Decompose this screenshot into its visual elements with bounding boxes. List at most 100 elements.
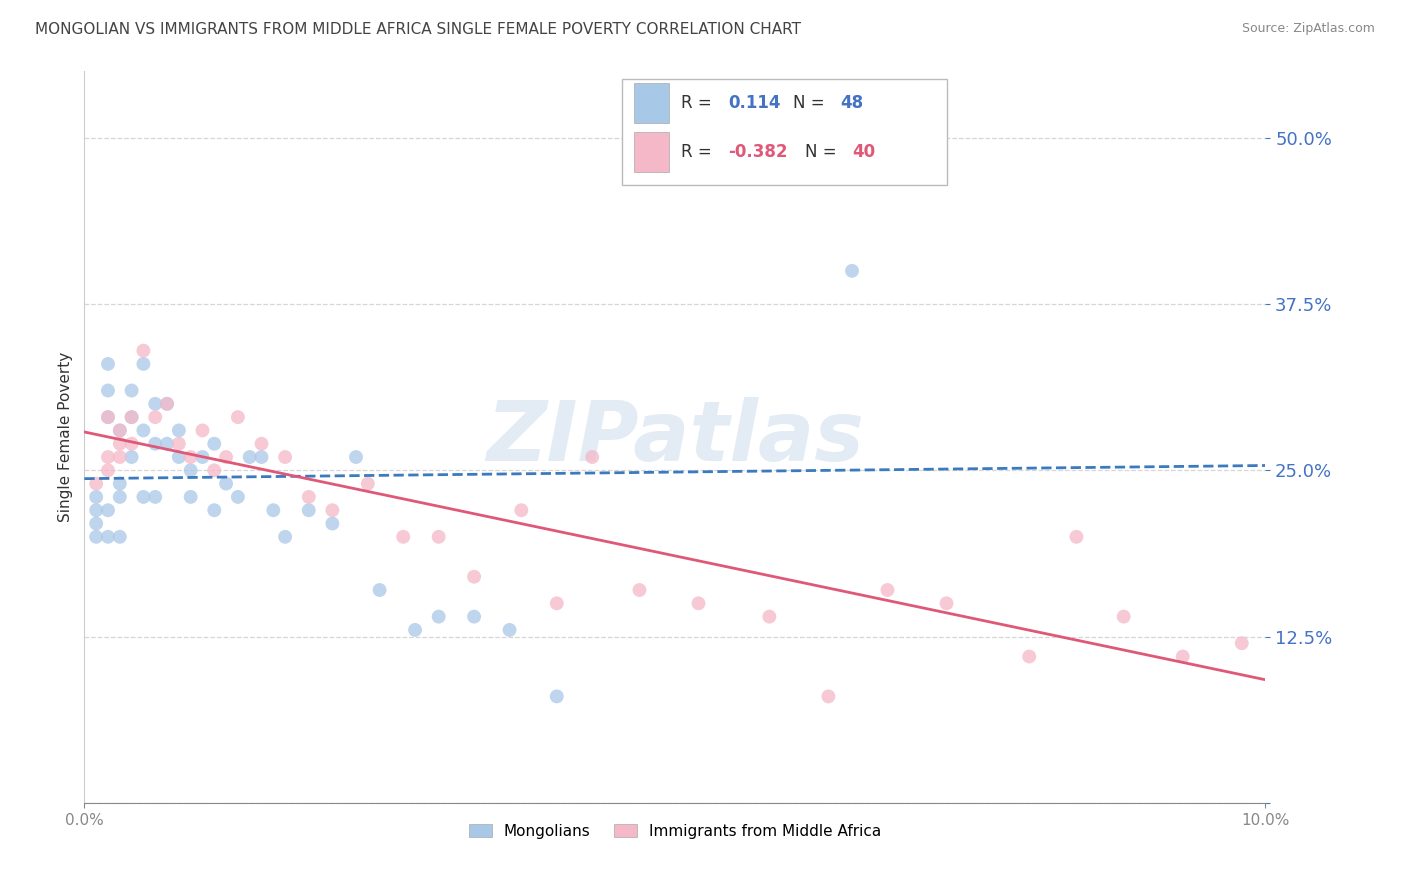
Point (202, 463, 225, 477)
Point (156, 397, 179, 411)
Text: ZIPatlas: ZIPatlas (486, 397, 863, 477)
Point (191, 450, 214, 464)
Point (250, 450, 273, 464)
Point (1230, 636, 1253, 650)
Point (298, 490, 321, 504)
Point (180, 450, 202, 464)
Point (97, 530, 120, 544)
Point (132, 343, 155, 358)
Point (121, 450, 143, 464)
Point (143, 410, 166, 425)
Point (156, 436, 179, 450)
Point (404, 623, 426, 637)
Point (215, 450, 238, 464)
Point (143, 490, 166, 504)
Point (215, 476, 238, 491)
Point (876, 582, 898, 597)
Point (463, 609, 485, 624)
Point (97, 357, 120, 371)
Point (108, 436, 131, 450)
Point (132, 424, 155, 438)
Point (108, 424, 131, 438)
Point (935, 596, 957, 610)
Point (463, 570, 485, 584)
Text: -0.382: -0.382 (728, 143, 787, 161)
Point (226, 410, 249, 425)
FancyBboxPatch shape (621, 78, 946, 185)
Point (226, 490, 249, 504)
Point (143, 436, 166, 450)
Point (121, 384, 143, 398)
Point (250, 436, 273, 450)
Text: 48: 48 (841, 94, 863, 112)
Point (357, 476, 380, 491)
Point (321, 503, 343, 517)
Point (392, 530, 415, 544)
Point (84, 503, 107, 517)
Point (97, 503, 120, 517)
Point (156, 397, 179, 411)
Point (132, 357, 155, 371)
Point (143, 397, 166, 411)
Point (202, 503, 225, 517)
Text: MONGOLIAN VS IMMIGRANTS FROM MIDDLE AFRICA SINGLE FEMALE POVERTY CORRELATION CHA: MONGOLIAN VS IMMIGRANTS FROM MIDDLE AFRI… (35, 22, 801, 37)
Text: 40: 40 (852, 143, 875, 161)
Point (427, 530, 450, 544)
Point (1112, 609, 1135, 624)
Point (344, 450, 367, 464)
Point (97, 384, 120, 398)
Point (688, 596, 710, 610)
Point (180, 463, 202, 477)
Text: Source: ZipAtlas.com: Source: ZipAtlas.com (1241, 22, 1375, 36)
Point (108, 450, 131, 464)
Point (84, 490, 107, 504)
Text: N =: N = (804, 143, 842, 161)
Point (817, 690, 839, 704)
Point (84, 530, 107, 544)
Legend: Mongolians, Immigrants from Middle Africa: Mongolians, Immigrants from Middle Afric… (461, 816, 889, 847)
Point (321, 516, 343, 531)
Text: N =: N = (793, 94, 830, 112)
Point (202, 436, 225, 450)
Point (108, 530, 131, 544)
Point (723, 157, 745, 171)
Point (546, 690, 568, 704)
Point (121, 436, 143, 450)
Point (180, 490, 202, 504)
Point (97, 410, 120, 425)
Bar (634, 83, 669, 123)
Point (1018, 649, 1040, 664)
Point (108, 476, 131, 491)
Point (546, 596, 568, 610)
Point (121, 410, 143, 425)
Point (368, 582, 391, 597)
Point (628, 582, 651, 597)
Point (108, 424, 131, 438)
Point (510, 503, 533, 517)
Point (581, 450, 603, 464)
Point (97, 450, 120, 464)
Point (167, 424, 190, 438)
Point (167, 450, 190, 464)
Point (97, 463, 120, 477)
Point (427, 609, 450, 624)
Point (274, 530, 297, 544)
Point (121, 410, 143, 425)
Point (1066, 530, 1088, 544)
Bar (634, 132, 669, 172)
Point (239, 450, 262, 464)
Point (841, 264, 863, 278)
Point (1171, 649, 1194, 664)
Point (84, 516, 107, 531)
Point (167, 436, 190, 450)
Text: 0.114: 0.114 (728, 94, 780, 112)
Point (498, 623, 520, 637)
Point (298, 503, 321, 517)
Point (191, 424, 214, 438)
Point (97, 410, 120, 425)
Point (758, 609, 780, 624)
Text: R =: R = (681, 143, 717, 161)
Point (132, 490, 155, 504)
Point (274, 450, 297, 464)
Point (108, 490, 131, 504)
